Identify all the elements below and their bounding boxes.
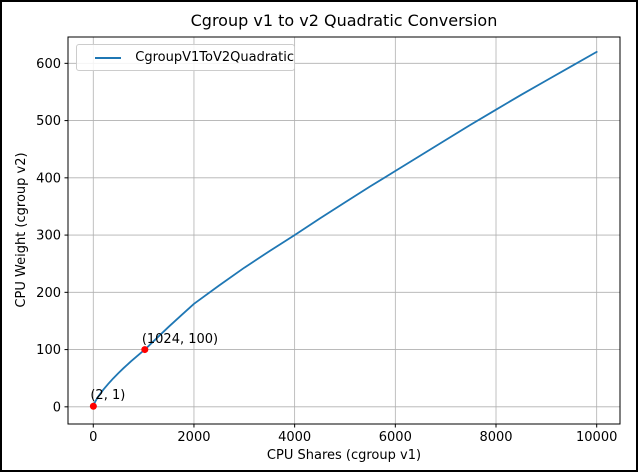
x-tick-label: 8000 — [479, 430, 512, 445]
y-tick-label: 500 — [36, 114, 61, 129]
y-tick-label: 0 — [53, 400, 61, 415]
legend-label: CgroupV1ToV2Quadratic — [135, 50, 294, 65]
x-tick-label: 4000 — [278, 430, 311, 445]
chart-title: Cgroup v1 to v2 Quadratic Conversion — [190, 11, 498, 30]
x-tick-label: 10000 — [576, 430, 617, 445]
y-tick-label: 400 — [36, 171, 61, 186]
x-tick-label: 0 — [89, 430, 97, 445]
data-point — [141, 346, 149, 354]
x-tick-label: 6000 — [379, 430, 412, 445]
y-tick-label: 200 — [36, 286, 61, 301]
x-tick-label: 2000 — [177, 430, 210, 445]
legend: CgroupV1ToV2Quadratic — [76, 44, 295, 71]
y-tick-label: 300 — [36, 229, 61, 244]
legend-line-sample — [95, 56, 122, 59]
x-axis-label: CPU Shares (cgroup v1) — [266, 448, 422, 463]
axes-border — [67, 36, 621, 425]
data-line — [92, 51, 598, 408]
y-tick-label: 100 — [36, 343, 61, 358]
point-annotation-1024-100: (1024, 100) — [141, 331, 219, 347]
y-tick-label: 600 — [36, 57, 61, 72]
point-annotation-2-1: (2, 1) — [90, 388, 126, 404]
y-axis-label: CPU Weight (cgroup v2) — [14, 152, 29, 308]
data-point — [89, 402, 97, 410]
